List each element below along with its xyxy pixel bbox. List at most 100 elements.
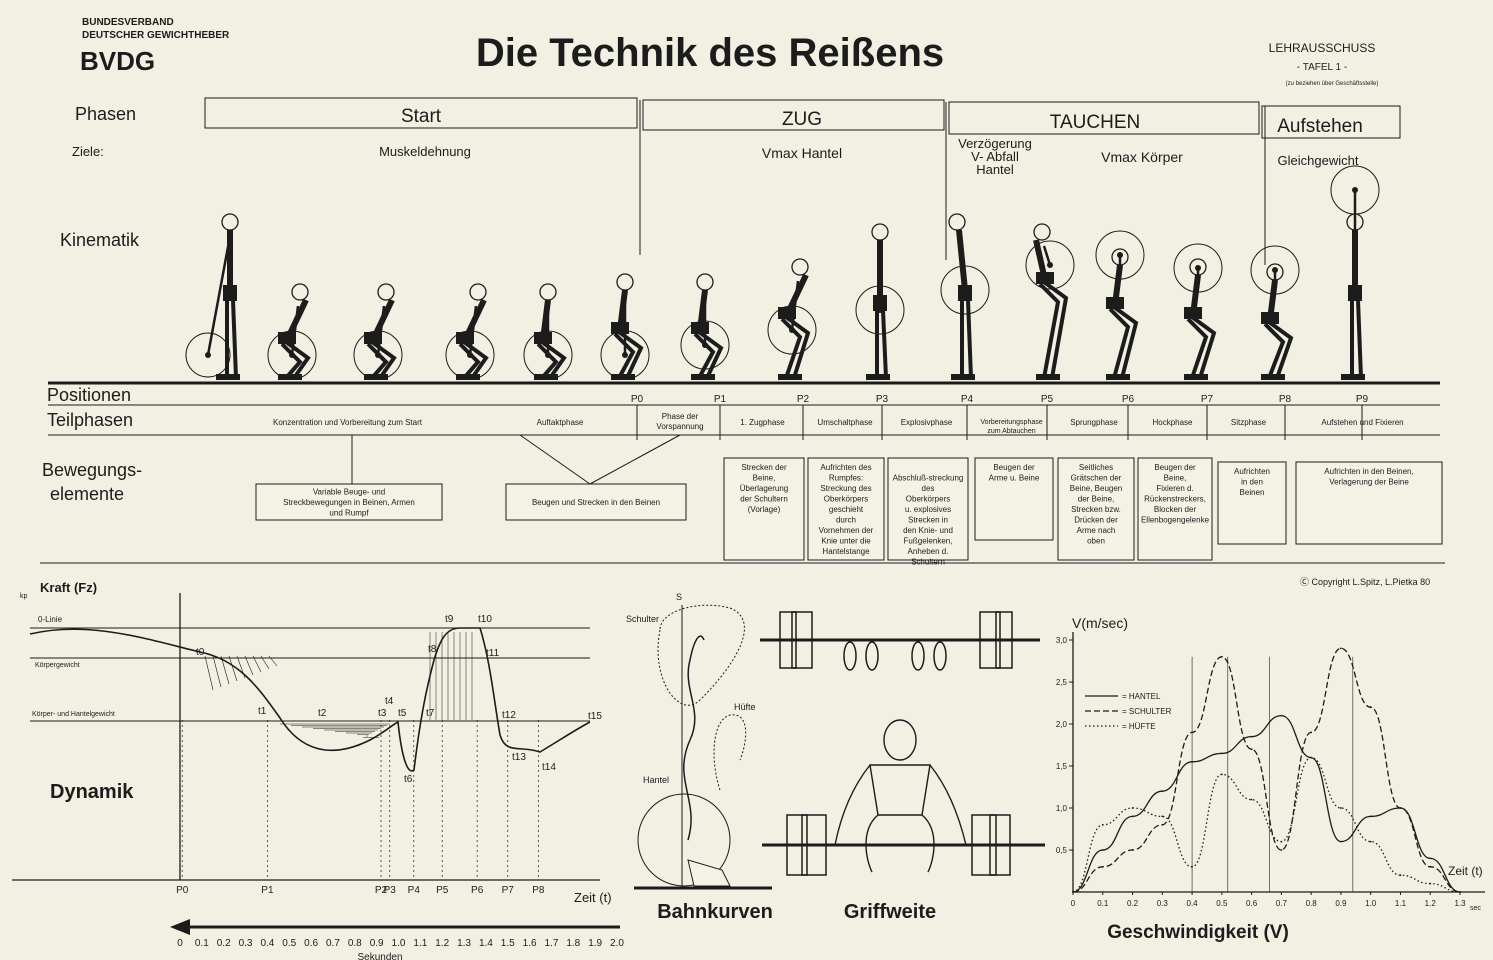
vel-point bbox=[1161, 815, 1164, 818]
lifter-figure bbox=[680, 273, 730, 380]
lifter-head bbox=[291, 283, 309, 301]
hatch-line bbox=[244, 655, 254, 676]
t-mark: t3 bbox=[378, 708, 387, 719]
subphase-cells: Konzentration und Vorbereitung zum Start… bbox=[273, 412, 1404, 435]
lifter-arm bbox=[790, 280, 800, 331]
time-tick: 1.1 bbox=[413, 938, 427, 949]
vel-point bbox=[1220, 773, 1223, 776]
phase-tauchen: TAUCHEN bbox=[1050, 112, 1140, 133]
vel-series-line bbox=[1072, 647, 1461, 893]
vel-point bbox=[1101, 865, 1104, 868]
label-subphases: Teilphasen bbox=[47, 410, 133, 430]
goal-zug: Vmax Hantel bbox=[762, 145, 842, 161]
vel-point bbox=[1340, 807, 1342, 809]
vel-point bbox=[1429, 882, 1432, 885]
goal-tauchen: Verzögerung V- Abfall Hantel bbox=[958, 136, 1032, 177]
lifter-head bbox=[948, 213, 966, 231]
phase-start: Start bbox=[401, 106, 442, 127]
lifter-trunks bbox=[1036, 272, 1054, 284]
subphase-cell: Sitzphase bbox=[1231, 418, 1267, 427]
lifter-leg bbox=[458, 342, 481, 380]
time-tick: 2.0 bbox=[610, 938, 624, 949]
weight-plate bbox=[979, 611, 1001, 669]
lifter-leg bbox=[1186, 317, 1209, 379]
vel-y-tick-label: 1,0 bbox=[1056, 804, 1068, 813]
movement-text: Aufrichten in den Beinen, Verlagerung der… bbox=[1324, 467, 1413, 487]
grip-illustration bbox=[760, 611, 1045, 876]
vel-x-tick-label: 0.1 bbox=[1097, 899, 1109, 908]
caption-grip: Griffweite bbox=[844, 901, 936, 923]
time-tick: 0.3 bbox=[239, 938, 253, 949]
lifter-leg bbox=[780, 317, 803, 379]
vel-xlabel: Zeit (t) bbox=[1448, 864, 1483, 878]
lifter-shoe bbox=[1106, 374, 1130, 380]
lifter-leg bbox=[1112, 305, 1139, 379]
t-mark: t9 bbox=[445, 614, 454, 625]
vel-point bbox=[1161, 823, 1164, 826]
body-weight-label: Körpergewicht bbox=[35, 662, 80, 669]
vel-point bbox=[1280, 714, 1283, 717]
lifter-head bbox=[539, 283, 557, 301]
lifter-leg bbox=[1038, 282, 1061, 379]
time-tick: 1.4 bbox=[479, 938, 493, 949]
lifter-leg bbox=[617, 330, 644, 379]
force-ylabel: Kraft (Fz) bbox=[40, 580, 97, 595]
vel-point bbox=[1131, 807, 1134, 809]
weight-plate bbox=[791, 611, 813, 669]
t-mark: t7 bbox=[426, 708, 435, 719]
movement-text: Beugen und Strecken in den Beinen bbox=[532, 498, 660, 507]
force-unit: kp bbox=[20, 593, 28, 600]
subphase-cell: Vorbereitungsphase zum Abtauchen bbox=[980, 419, 1042, 435]
movement-text: Seitliches Grätschen der Beine, Beugen der … bbox=[1070, 463, 1123, 546]
force-position-label: P1 bbox=[261, 885, 274, 896]
foot-print-icon bbox=[933, 641, 947, 671]
t-mark: t14 bbox=[542, 762, 556, 773]
lifter-leg bbox=[697, 330, 724, 379]
barbell-disc bbox=[185, 332, 231, 378]
lifter-figure bbox=[1025, 223, 1075, 380]
time-tick: 1.0 bbox=[392, 938, 406, 949]
lifter-shoe bbox=[778, 374, 802, 380]
vel-point bbox=[1250, 748, 1253, 751]
movement-box: Beugen und Strecken in den Beinen bbox=[505, 434, 687, 521]
position-marker: P7 bbox=[1201, 394, 1214, 405]
force-position-label: P5 bbox=[436, 885, 449, 896]
velocity-chart: V(m/sec) Geschwindigkeit (V) Zeit (t) se… bbox=[1056, 615, 1485, 943]
vel-point bbox=[1131, 849, 1134, 851]
leader-line bbox=[519, 434, 591, 485]
lifter-head bbox=[1033, 223, 1051, 241]
lifter-leg bbox=[966, 299, 973, 379]
weight-plate bbox=[779, 611, 797, 669]
path-shoe-icon bbox=[687, 859, 731, 887]
lifter-figure bbox=[353, 283, 403, 380]
label-positions: Positionen bbox=[47, 385, 131, 405]
t-mark: t10 bbox=[478, 614, 492, 625]
label-shoulder: Schulter bbox=[626, 614, 659, 624]
vel-x-tick-label: 1.1 bbox=[1395, 899, 1407, 908]
vel-y-tick-label: 3,0 bbox=[1056, 636, 1068, 645]
weight-plate bbox=[971, 814, 997, 876]
time-tick: 0.1 bbox=[195, 938, 209, 949]
lifter-shoe bbox=[866, 374, 890, 380]
vel-series-line bbox=[1072, 756, 1461, 893]
t-mark: t4 bbox=[385, 696, 394, 707]
position-marker: P3 bbox=[876, 394, 889, 405]
movement-box: Beugen der Arme u. Beine bbox=[974, 457, 1054, 541]
position-marker: P4 bbox=[961, 394, 974, 405]
movement-box: Strecken der Beine, Überlagerung der Schult… bbox=[723, 457, 805, 561]
time-tick: 1.7 bbox=[544, 938, 558, 949]
foot-print-icon bbox=[865, 641, 879, 671]
vel-x-tick-label: 0.2 bbox=[1127, 899, 1139, 908]
time-tick: 1.8 bbox=[566, 938, 580, 949]
subphase-cell: Konzentration und Vorbereitung zum Start bbox=[273, 418, 423, 427]
goal-tauchen-wrap: Verzögerung V- Abfall Hantel bbox=[958, 136, 1032, 177]
label-dynamics: Dynamik bbox=[50, 781, 134, 803]
phase-banner-tauchen bbox=[948, 101, 1260, 135]
movement-box: Abschluß-streckung des Oberkörpers u. explo… bbox=[887, 457, 969, 567]
lifter-trunks bbox=[1261, 312, 1279, 324]
phase-banner-start bbox=[204, 97, 638, 129]
movement-box-frame bbox=[1295, 461, 1443, 545]
vel-point bbox=[1369, 815, 1372, 818]
lifter-trunks bbox=[364, 332, 382, 344]
time-tick: 0.6 bbox=[304, 938, 318, 949]
